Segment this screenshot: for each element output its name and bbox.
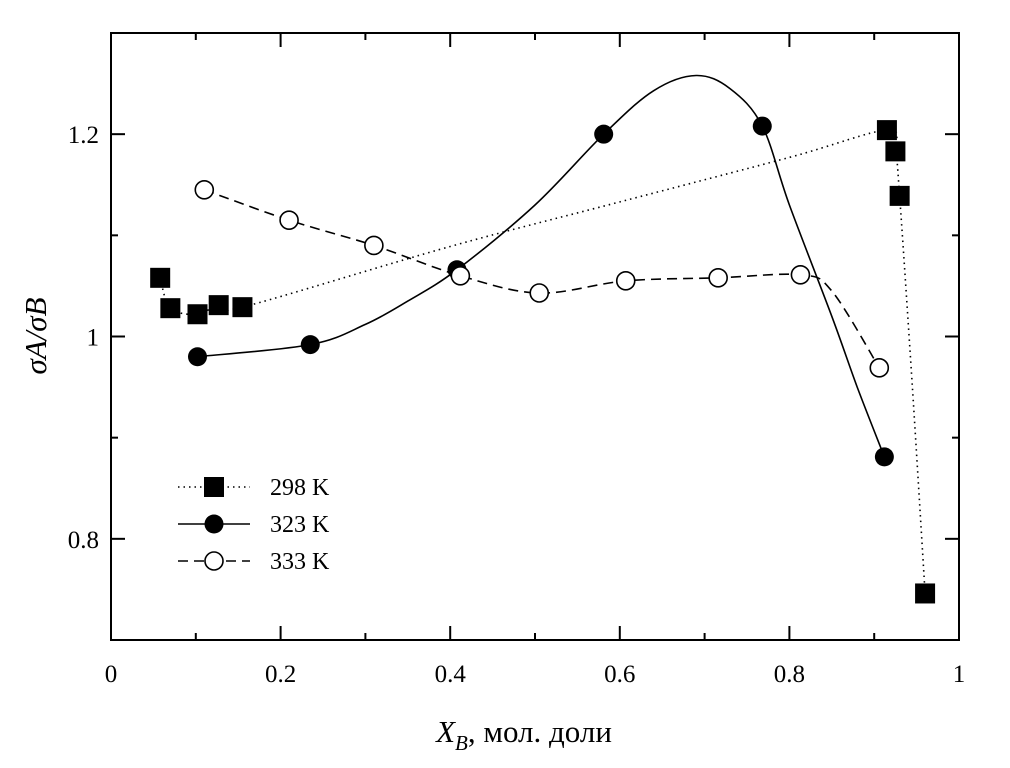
x-tick-label: 0.6 — [604, 661, 635, 688]
y-tick-label: 1 — [87, 325, 100, 352]
legend-marker-0 — [204, 477, 224, 497]
data-point-323-k-1 — [300, 335, 320, 355]
axis-ticks-group — [110, 33, 960, 640]
legend: 298 K 323 K 333 K — [178, 475, 330, 575]
series-lines-group — [159, 74, 926, 594]
tick-labels-group: 0 0.2 0.4 0.6 0.8 1 0.8 1 1.2 — [68, 122, 966, 688]
legend-label: 323 K — [270, 512, 330, 538]
x-tick-label: 0.4 — [435, 661, 467, 688]
data-point-333-k-5 — [615, 271, 636, 291]
data-point-333-k-4 — [529, 283, 550, 303]
data-point-298-k-0 — [150, 267, 171, 288]
legend-label: 333 K — [270, 549, 330, 575]
series-line-323-k — [197, 74, 886, 458]
data-point-333-k-7 — [790, 264, 811, 285]
data-point-323-k-4 — [752, 116, 772, 136]
data-point-298-k-6 — [885, 141, 906, 162]
x-tick-label: 1 — [953, 661, 966, 688]
data-point-298-k-7 — [889, 185, 910, 206]
data-point-298-k-2 — [187, 304, 208, 325]
x-axis-title-main: X — [434, 714, 456, 749]
y-axis-title: σA/σB — [18, 297, 53, 374]
x-tick-label: 0.8 — [774, 661, 805, 688]
y-tick-label: 1.2 — [68, 122, 99, 149]
data-point-298-k-8 — [915, 583, 936, 604]
data-point-298-k-4 — [232, 297, 253, 318]
data-point-333-k-6 — [708, 268, 728, 288]
data-point-333-k-3 — [450, 265, 471, 286]
data-point-323-k-5 — [874, 447, 894, 467]
legend-marker-2 — [204, 551, 224, 571]
data-point-298-k-3 — [208, 295, 229, 316]
data-point-323-k-3 — [594, 124, 614, 144]
series-line-333-k — [204, 189, 880, 369]
data-markers-group — [150, 116, 936, 604]
data-point-298-k-1 — [160, 298, 181, 319]
x-axis-title-subscript: B — [455, 731, 468, 755]
data-point-298-k-5 — [876, 120, 897, 141]
legend-marker-1 — [204, 514, 224, 534]
x-axis-title: XB, мол. доли — [434, 714, 612, 755]
data-point-333-k-2 — [364, 235, 384, 256]
legend-label: 298 K — [270, 475, 330, 501]
x-tick-label: 0.2 — [265, 661, 296, 688]
series-line-298-k — [159, 129, 926, 594]
data-point-323-k-0 — [187, 347, 207, 367]
plot-area-frame — [110, 32, 960, 641]
x-axis-title-rest: , мол. доли — [468, 714, 612, 749]
x-tick-label: 0 — [105, 661, 118, 688]
data-point-333-k-0 — [194, 180, 215, 200]
data-point-333-k-1 — [279, 210, 299, 230]
data-point-333-k-8 — [869, 358, 890, 378]
y-tick-label: 0.8 — [68, 527, 99, 554]
